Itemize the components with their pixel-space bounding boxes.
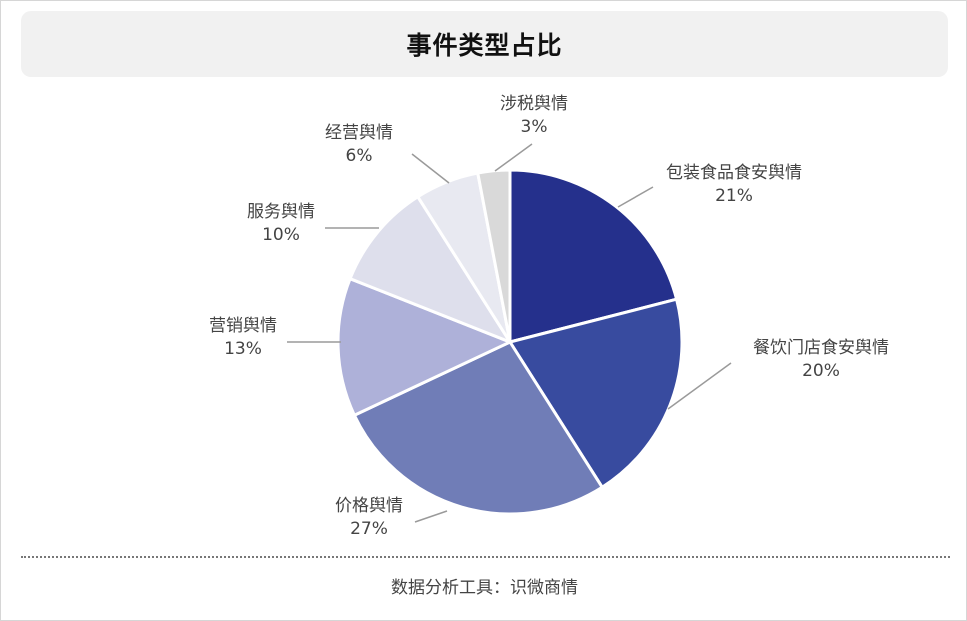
pie-slices (336, 168, 684, 516)
pie-slice-4[interactable] (348, 195, 512, 344)
leader-line-5 (411, 153, 450, 184)
slice-value-label-1: 20% (802, 361, 840, 381)
slice-label-3: 营销舆情 (209, 316, 277, 336)
footer-source: 数据分析工具：识微商情 (391, 578, 578, 598)
slice-value-label-3: 13% (224, 339, 262, 359)
slice-label-6: 涉税舆情 (500, 94, 568, 114)
pie-slice-2[interactable] (352, 340, 604, 516)
footer-divider (21, 556, 950, 558)
pie-chart: 包装食品食安舆情 21% 餐饮门店食安舆情 20% 价格舆情 27% 营销舆情 13% 服务舆情… (209, 94, 889, 539)
leader-line-6 (494, 143, 533, 172)
leader-line-2 (414, 510, 448, 523)
leader-line-1 (667, 362, 732, 410)
slice-value-label-5: 6% (346, 146, 373, 166)
slice-label-4: 服务舆情 (247, 202, 315, 222)
pie-slice-6[interactable] (476, 168, 512, 344)
chart-title: 事件类型占比 (406, 31, 563, 60)
slice-label-1: 餐饮门店食安舆情 (753, 338, 889, 358)
slice-value-label-4: 10% (262, 225, 300, 245)
slice-label-0: 包装食品食安舆情 (666, 163, 802, 183)
slice-label-5: 经营舆情 (325, 123, 393, 143)
title-bar: 事件类型占比 (21, 11, 948, 77)
pie-slice-0[interactable] (508, 168, 679, 344)
slice-value-label-6: 3% (521, 117, 548, 137)
slice-label-2: 价格舆情 (335, 496, 403, 516)
pie-slice-3[interactable] (336, 277, 512, 417)
leader-line-0 (617, 186, 654, 208)
pie-slice-1[interactable] (508, 297, 684, 489)
slice-value-label-2: 27% (350, 519, 388, 539)
slice-value-label-0: 21% (715, 186, 753, 206)
